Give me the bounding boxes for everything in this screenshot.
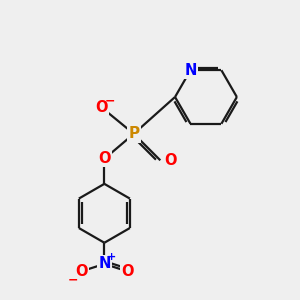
Text: −: −: [104, 94, 115, 107]
Text: O: O: [75, 264, 88, 279]
Text: +: +: [106, 252, 116, 262]
Text: O: O: [165, 153, 177, 168]
Text: O: O: [95, 100, 108, 115]
Text: O: O: [98, 151, 111, 166]
Text: N: N: [98, 256, 110, 272]
Text: N: N: [184, 63, 197, 78]
Text: O: O: [121, 264, 134, 279]
Text: −: −: [68, 273, 78, 286]
Text: P: P: [128, 126, 140, 141]
